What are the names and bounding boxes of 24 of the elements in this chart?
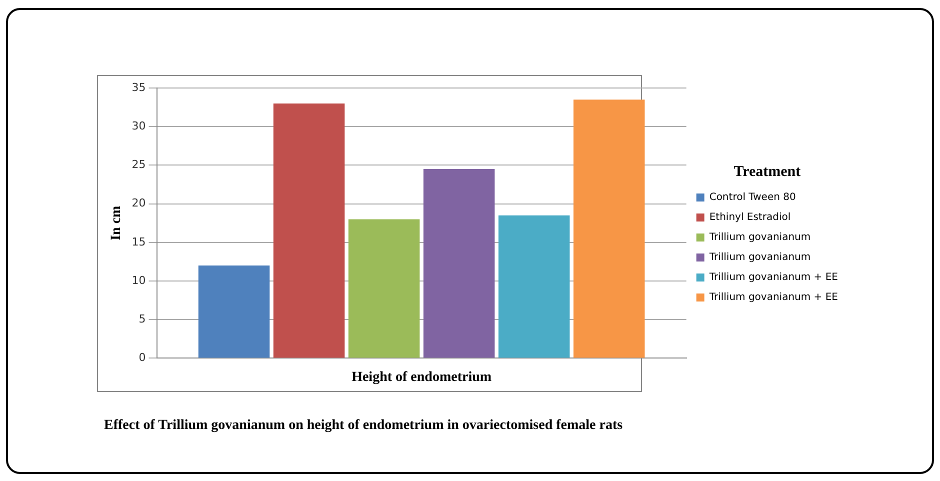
- bar: [573, 100, 645, 358]
- bar: [498, 215, 570, 358]
- y-tick-label: 0: [138, 351, 146, 364]
- y-axis-title: In cm: [109, 205, 124, 240]
- legend-label: Trillium govanianum + EE: [708, 272, 838, 284]
- legend-label: Trillium govanianum: [708, 252, 811, 264]
- bar: [348, 219, 420, 358]
- bar: [198, 266, 270, 358]
- y-tick-label: 20: [132, 196, 146, 210]
- legend-label: Ethinyl Estradiol: [709, 212, 791, 224]
- legend-label: Trillium govanianum + EE: [708, 292, 838, 304]
- y-tick-label: 5: [138, 312, 146, 326]
- y-tick-label: 10: [132, 274, 146, 287]
- text: Effect of Trillium govanianum on height of endometrium in ovariectomised female rats: [104, 418, 623, 434]
- bar: [273, 103, 345, 358]
- legend-label: Trillium govanianum: [708, 232, 811, 244]
- legend-label: Control Tween 80: [709, 192, 796, 204]
- y-tick-label: 15: [132, 235, 146, 248]
- x-tick-label: Height of endometrium: [352, 370, 492, 386]
- bar: [423, 169, 495, 358]
- y-tick-label: 30: [132, 119, 146, 132]
- y-tick-label: 35: [132, 80, 146, 94]
- y-tick-label: 25: [132, 158, 146, 172]
- legend-title: Treatment: [734, 164, 801, 180]
